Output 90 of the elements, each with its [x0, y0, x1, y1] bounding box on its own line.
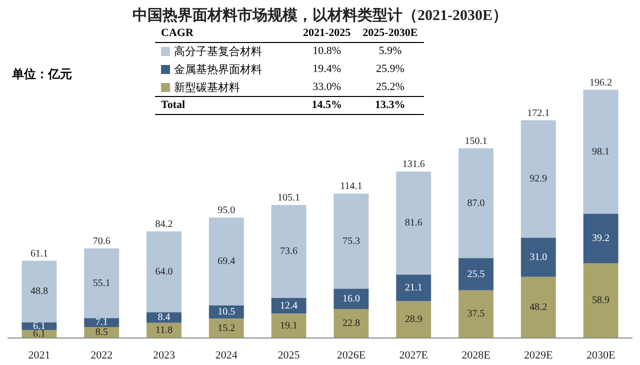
data-label: 81.6: [404, 218, 422, 229]
legend-label: 高分子基复合材料: [173, 44, 263, 60]
bar: [146, 231, 182, 312]
text: 2025-2030E: [362, 26, 419, 41]
total-label: 172.1: [527, 108, 550, 119]
bar: [583, 214, 618, 264]
x-tick-label: 2027E: [399, 349, 428, 362]
bar: [520, 276, 556, 338]
bar: [520, 120, 556, 238]
data-label: 98.1: [592, 146, 610, 158]
bar: [334, 194, 369, 289]
text: 10.8%: [312, 44, 342, 59]
x-tick-label: 2028E: [462, 349, 491, 362]
data-label: 55.1: [92, 278, 110, 289]
annotation: 14.5%: [310, 98, 343, 113]
bar: [396, 301, 432, 338]
x-tick-label: 2024: [215, 349, 238, 362]
data-label: 75.3: [342, 236, 360, 247]
bar: [458, 290, 494, 338]
data-label: 15.2: [218, 322, 236, 334]
bar: [334, 308, 369, 338]
bar: [583, 90, 618, 214]
bar: [334, 288, 369, 309]
chart-title: 中国热界面材料市场规模，以材料类型计（2021-2030E）: [132, 6, 508, 25]
data-label: 8.4: [158, 312, 170, 324]
total-label: 150.1: [464, 136, 488, 147]
bar: [271, 314, 306, 338]
total-label: 61.1: [30, 248, 48, 260]
x-tick-label: 2021: [28, 349, 50, 362]
bar: [84, 248, 120, 318]
bar: [458, 148, 494, 258]
data-label: 16.0: [342, 293, 360, 304]
bar: [208, 218, 244, 306]
legend-label: 金属基热界面材料: [173, 62, 263, 78]
x-tick-label: 2023: [153, 349, 176, 362]
data-label: 19.1: [280, 320, 298, 332]
bar: [458, 258, 494, 290]
data-label: 21.1: [404, 282, 422, 294]
data-label: 64.0: [155, 266, 173, 278]
data-label: 10.5: [218, 306, 236, 318]
bar: [396, 274, 432, 302]
data-label: 87.0: [467, 198, 485, 209]
bar: [396, 171, 432, 275]
text: CAGR: [160, 26, 194, 41]
bar: [208, 318, 244, 338]
text: 25.9%: [374, 62, 406, 77]
data-label: 25.5: [467, 268, 485, 280]
bar: [84, 318, 120, 328]
total-label: 95.0: [218, 205, 236, 216]
x-tick-label: 2022: [90, 349, 113, 362]
total-label: 84.2: [155, 218, 173, 230]
data-label: 12.4: [280, 300, 298, 312]
data-label: 8.5: [95, 327, 108, 338]
data-label: 58.9: [592, 295, 610, 306]
x-tick-label: 2029E: [524, 349, 554, 362]
bar: [583, 263, 618, 338]
x-tick-label: 2030E: [586, 349, 616, 362]
total-label: 70.6: [92, 236, 110, 248]
bar: [271, 204, 306, 298]
text: 2021-2025: [302, 26, 352, 41]
x-tick-label: 2025: [278, 349, 300, 362]
data-label: 48.8: [30, 286, 48, 298]
data-label: 48.2: [530, 302, 548, 313]
annotation: 25.2%: [374, 80, 406, 95]
text: 单位：亿元: [12, 66, 72, 83]
total-label: 131.6: [402, 159, 425, 170]
bar: [22, 260, 57, 322]
text: 5.9%: [378, 44, 403, 59]
data-label: 37.5: [467, 308, 485, 320]
legend-label: 新型碳基材料: [173, 80, 241, 96]
annotation: 13.3%: [374, 98, 406, 113]
data-label: 6.1: [32, 328, 46, 340]
bar: [520, 238, 556, 277]
text: 19.4%: [312, 62, 342, 77]
data-label: 31.0: [530, 252, 548, 263]
data-label: 73.6: [280, 246, 298, 258]
data-label: 39.2: [592, 233, 610, 244]
data-label: 11.8: [155, 324, 173, 336]
bar: [271, 298, 306, 314]
x-tick-label: 2026E: [336, 349, 366, 362]
data-label: 22.8: [342, 318, 360, 330]
data-label: 92.9: [530, 174, 548, 185]
data-label: 69.4: [218, 256, 236, 268]
annotation: Total: [160, 98, 186, 113]
data-label: 7.1: [95, 317, 108, 328]
total-label: 105.1: [278, 192, 300, 204]
data-label: 28.9: [404, 314, 422, 326]
annotation: 33.0%: [312, 80, 342, 95]
total-label: 196.2: [590, 77, 612, 88]
total-label: 114.1: [340, 181, 362, 192]
